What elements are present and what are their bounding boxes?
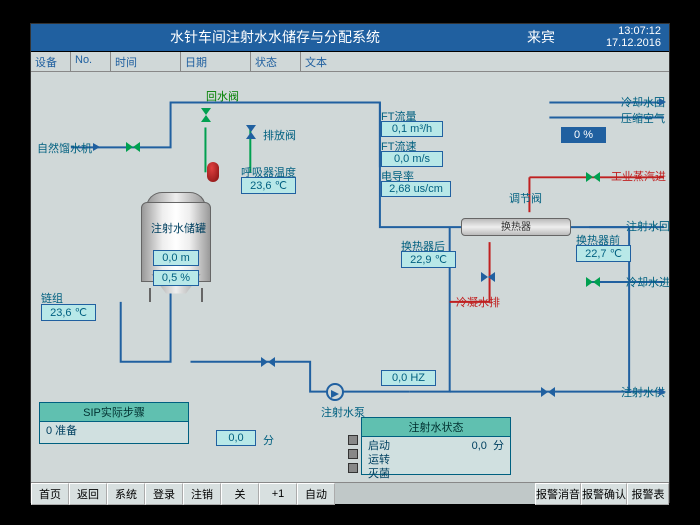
btn-system[interactable]: 系统 xyxy=(107,483,145,505)
col-device: 设备 xyxy=(31,52,71,71)
btn-home[interactable]: 首页 xyxy=(31,483,69,505)
lbl-self-water: 自然馏水机 xyxy=(37,140,92,156)
val-ft-speed: 0,0 m/s xyxy=(381,151,443,167)
val-tank-pct: 0,5 % xyxy=(153,270,199,286)
status-led-2 xyxy=(348,449,358,459)
col-time: 时间 xyxy=(111,52,181,71)
btn-logout[interactable]: 注销 xyxy=(183,483,221,505)
val-pump-hz: 0,0 HZ xyxy=(381,370,436,386)
current-user: 来宾 xyxy=(511,27,571,47)
valve-steam[interactable] xyxy=(586,172,600,182)
sip-status-box: SIP实际步骤 0 准备 xyxy=(39,402,189,444)
col-date: 日期 xyxy=(181,52,251,71)
valve-inlet[interactable] xyxy=(126,142,140,152)
valve-cond[interactable] xyxy=(481,272,495,282)
sip-step: 0 准备 xyxy=(40,422,188,440)
lbl-inj-return: 注射水回 xyxy=(626,218,670,234)
val-breather-temp: 23,6 ℃ xyxy=(241,177,296,194)
status-row2: 运转 xyxy=(368,453,504,467)
bulb-icon xyxy=(207,162,219,182)
status-row3: 灭菌 xyxy=(368,467,504,481)
valve-drain[interactable] xyxy=(246,125,256,139)
hmi-screen: 水针车间注射水水储存与分配系统 来宾 13:07:12 17.12.2016 设… xyxy=(30,23,670,503)
date-display: 17.12.2016 xyxy=(571,37,661,49)
valve-bottom1[interactable] xyxy=(261,357,275,367)
alarm-table-header: 设备 No. 时间 日期 状态 文本 xyxy=(31,52,669,72)
val-hx-before: 22,7 ℃ xyxy=(576,245,631,262)
lbl-return-valve: 回水阀 xyxy=(206,88,239,104)
status-led-1 xyxy=(348,435,358,445)
lbl-control-valve: 调节阀 xyxy=(509,190,542,206)
heat-exchanger: 换热器 xyxy=(461,218,571,236)
valve-return[interactable] xyxy=(201,108,211,122)
lbl-cold-drain: 冷凝水排 xyxy=(456,294,500,310)
arrow-icon xyxy=(659,98,666,106)
lbl-comp-air: 压缩空气 xyxy=(621,110,665,126)
val-tank-level: 0,0 m xyxy=(153,250,199,266)
col-no: No. xyxy=(71,52,111,71)
lbl-tank: 注射水储罐 xyxy=(151,220,206,236)
lbl-steam-in: 工业蒸汽进 xyxy=(611,168,666,184)
valve-coolin[interactable] xyxy=(586,277,600,287)
col-text: 文本 xyxy=(301,52,669,71)
btn-off[interactable]: 关 xyxy=(221,483,259,505)
val-chain-temp: 23,6 ℃ xyxy=(41,304,96,321)
btn-plus1[interactable]: +1 xyxy=(259,483,297,505)
time-display: 13:07:12 xyxy=(571,25,661,37)
lbl-pump: 注射水泵 xyxy=(321,404,365,420)
val-conductivity: 2,68 us/cm xyxy=(381,181,451,197)
pid-canvas: 自然馏水机 回水阀 排放阀 呼吸器温度 23,6 ℃ 注射水储罐 0,0 m 0… xyxy=(31,72,669,482)
arrow-icon xyxy=(93,143,100,151)
btn-back[interactable]: 返回 xyxy=(69,483,107,505)
status-led-3 xyxy=(348,463,358,473)
arrow-icon xyxy=(659,388,666,396)
lbl-drain-valve: 排放阀 xyxy=(263,127,296,143)
btn-alarm-ack[interactable]: 报警确认 xyxy=(581,483,627,505)
val-hx-after: 22,9 ℃ xyxy=(401,251,456,268)
toolbar-spacer xyxy=(335,483,535,504)
bottom-toolbar: 首页 返回 系统 登录 注销 关 +1 自动 报警消音 报警确认 报警表 xyxy=(31,482,669,504)
status-row1: 启动 0,0 分 xyxy=(368,439,504,453)
btn-auto[interactable]: 自动 xyxy=(297,483,335,505)
status-title: 注射水状态 xyxy=(362,418,510,437)
inject-status-box: 注射水状态 启动 0,0 分 运转 灭菌 xyxy=(361,417,511,475)
btn-alarm-mute[interactable]: 报警消音 xyxy=(535,483,581,505)
page-title: 水针车间注射水水储存与分配系统 xyxy=(39,27,511,47)
valve-supply[interactable] xyxy=(541,387,555,397)
val-ft-flow: 0,1 m³/h xyxy=(381,121,443,137)
datetime: 13:07:12 17.12.2016 xyxy=(571,25,661,49)
lbl-sip-unit: 分 xyxy=(263,432,274,448)
btn-login[interactable]: 登录 xyxy=(145,483,183,505)
btn-alarm-list[interactable]: 报警表 xyxy=(627,483,669,505)
lbl-cool-in: 冷却水进 xyxy=(626,274,670,290)
val-sip-time: 0,0 xyxy=(216,430,256,446)
sip-title: SIP实际步骤 xyxy=(40,403,188,422)
title-bar: 水针车间注射水水储存与分配系统 来宾 13:07:12 17.12.2016 xyxy=(31,24,669,52)
val-pct-box: 0 % xyxy=(561,127,606,143)
pump-icon[interactable] xyxy=(326,383,344,401)
col-state: 状态 xyxy=(251,52,301,71)
